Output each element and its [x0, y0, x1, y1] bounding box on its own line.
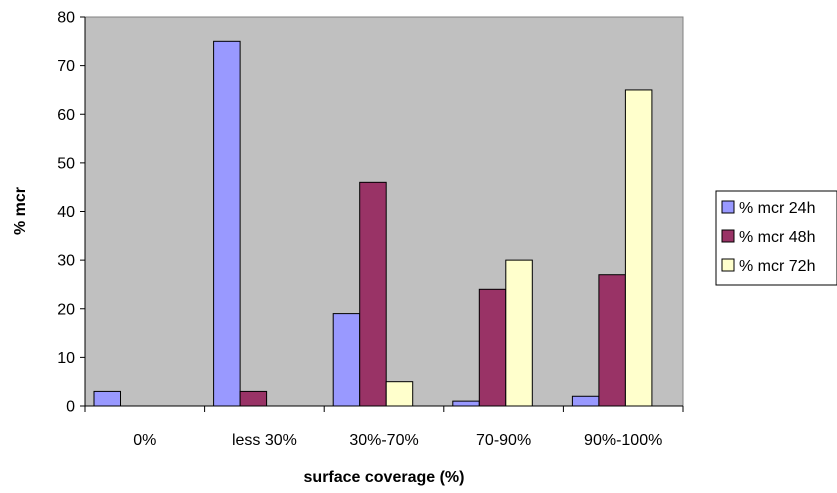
bars-layer — [93, 40, 653, 407]
y-tick-label: 30 — [57, 253, 75, 270]
y-tick-label: 0 — [66, 399, 75, 416]
y-axis-title: % mcr — [12, 187, 29, 235]
legend-swatch — [721, 258, 735, 272]
y-tick-label: 20 — [57, 301, 75, 318]
legend-label: % mcr 24h — [739, 200, 815, 217]
x-axis-title: surface coverage (%) — [304, 469, 465, 486]
y-tick-label: 60 — [57, 107, 75, 124]
bar-1-4 — [452, 400, 480, 407]
legend-swatch — [721, 229, 735, 243]
legend-swatch — [721, 200, 735, 214]
legend-box — [715, 190, 837, 286]
y-tick-label: 80 — [57, 10, 75, 27]
bar-3-4 — [505, 259, 533, 407]
legend: % mcr 24h % mcr 48h % mcr 72h — [715, 190, 837, 286]
x-tick-labels: 0% less 30% 30%-70% 70-90% 90%-100% — [133, 432, 662, 449]
x-tick-label: 70-90% — [476, 432, 531, 449]
bar-1-5 — [571, 395, 600, 407]
bar-1-3 — [332, 313, 361, 407]
y-tick-label: 10 — [57, 350, 75, 367]
bar-3-3 — [385, 381, 414, 407]
y-tick-label: 70 — [57, 58, 75, 75]
bar-1-1 — [93, 390, 121, 407]
x-tick-label: 30%-70% — [349, 432, 418, 449]
axes-layer — [80, 16, 684, 412]
x-tick-label: less 30% — [232, 432, 297, 449]
legend-label: % mcr 72h — [739, 258, 815, 275]
bar-2-5 — [598, 274, 626, 407]
bar-2-4 — [478, 288, 507, 407]
x-tick-label: 90%-100% — [584, 432, 662, 449]
x-tick-label: 0% — [133, 432, 156, 449]
bar-3-5 — [624, 89, 653, 407]
bar-2-3 — [359, 181, 387, 407]
y-tick-label: 50 — [57, 155, 75, 172]
y-tick-label: 40 — [57, 204, 75, 221]
y-tick-labels: 0 10 20 30 40 50 60 70 80 — [57, 10, 75, 416]
legend-label: % mcr 48h — [739, 229, 815, 246]
bar-2-2 — [239, 390, 268, 407]
bar-1-2 — [213, 40, 241, 407]
